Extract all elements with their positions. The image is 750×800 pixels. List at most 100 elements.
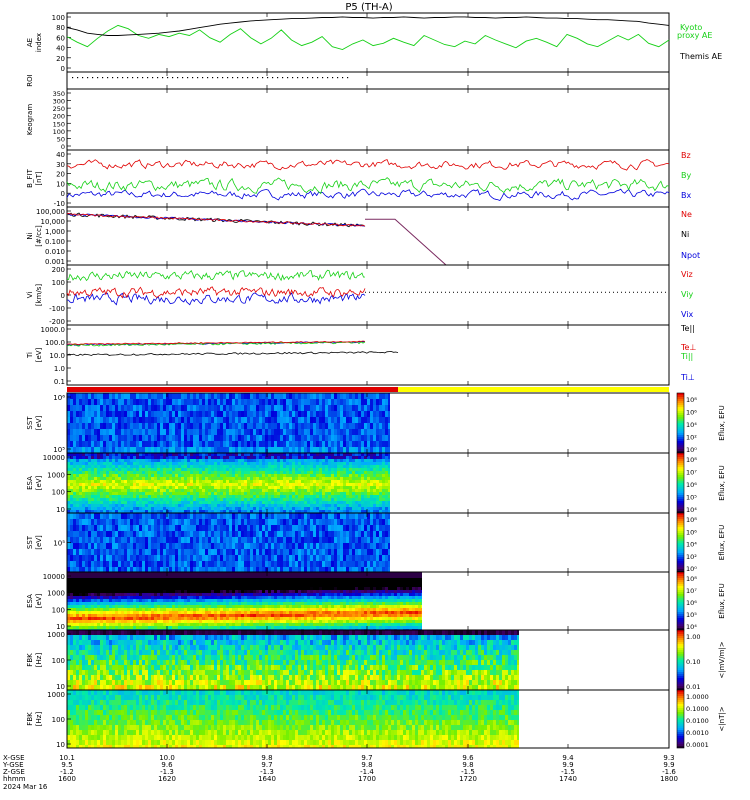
spectrogram-cell — [205, 468, 208, 471]
spectrogram-cell — [232, 513, 235, 519]
colorbar-tick-label: 10⁵ — [686, 494, 697, 502]
spectrogram-cell — [343, 459, 346, 462]
spectrogram-cell — [259, 399, 262, 405]
spectrogram-cell — [352, 531, 355, 537]
spectrogram-cell — [127, 417, 130, 423]
spectrogram-cell — [112, 447, 115, 453]
spectrogram-cell — [286, 483, 289, 486]
spectrogram-cell — [172, 441, 175, 447]
spectrogram-cell — [331, 519, 334, 525]
spectrogram-cell — [385, 474, 388, 477]
spectrogram-cell — [163, 393, 166, 399]
spectrogram-cell — [295, 435, 298, 441]
spectrogram-cell — [154, 543, 157, 549]
spectrogram-cell — [304, 462, 307, 465]
spectrogram-cell — [184, 405, 187, 411]
spectrogram-cell — [295, 459, 298, 462]
spectrogram-cell — [211, 543, 214, 549]
spectrogram-cell — [214, 480, 217, 483]
spectrogram-cell — [250, 504, 253, 507]
spectrogram-cell — [355, 465, 358, 468]
spectrogram-cell — [382, 489, 385, 492]
spectrogram-cell — [262, 531, 265, 537]
spectrogram-cell — [211, 501, 214, 504]
spectrogram-cell — [283, 399, 286, 405]
spectrogram-cell — [175, 474, 178, 477]
spectrogram-cell — [214, 411, 217, 417]
spectrogram-cell — [280, 480, 283, 483]
spectrogram-cell — [202, 489, 205, 492]
spectrogram-cell — [331, 405, 334, 411]
spectrogram-cell — [226, 510, 229, 513]
roi-dot — [127, 77, 129, 79]
spectrogram-cell — [286, 531, 289, 537]
colorbar-cell — [677, 497, 684, 499]
spectrogram-cell — [313, 411, 316, 417]
spectrogram-cell — [289, 393, 292, 399]
colorbar-tick-label: 10⁸ — [686, 516, 697, 524]
spectrogram-cell — [370, 486, 373, 489]
spectrogram-cell — [295, 483, 298, 486]
roi-dot — [172, 77, 174, 79]
spectrogram-cell — [70, 608, 73, 611]
spectrogram-cell — [187, 477, 190, 480]
spectrogram-cell — [103, 393, 106, 399]
spectrogram-cell — [346, 435, 349, 441]
spectrogram-cell — [313, 492, 316, 495]
spectrogram-cell — [280, 495, 283, 498]
spectrogram-cell — [139, 399, 142, 405]
spectrogram-cell — [136, 483, 139, 486]
spectrogram-cell — [112, 465, 115, 468]
spectrogram-cell — [154, 495, 157, 498]
spectrogram-cell — [76, 462, 79, 465]
spectrogram-cell — [256, 465, 259, 468]
spectrogram-cell — [190, 411, 193, 417]
spectrogram-cell — [223, 465, 226, 468]
spectrogram-cell — [319, 543, 322, 549]
spectrogram-cell — [172, 453, 175, 456]
series-line-te-par — [66, 351, 399, 357]
spectrogram-cell — [142, 441, 145, 447]
spectrogram-cell — [175, 453, 178, 456]
y-axis-label: [eV] — [35, 475, 43, 490]
colorbar-cell — [677, 479, 684, 481]
spectrogram-cell — [169, 561, 172, 567]
spectrogram-cell — [247, 489, 250, 492]
spectrogram-cell — [106, 435, 109, 441]
spectrogram-cell — [325, 507, 328, 510]
spectrogram-cell — [139, 480, 142, 483]
spectrogram-cell — [241, 462, 244, 465]
spectrogram-cell — [226, 459, 229, 462]
spectrogram-cell — [139, 471, 142, 474]
spectrogram-cell — [193, 393, 196, 399]
spectrogram-cell — [112, 549, 115, 555]
spectrogram-cell — [172, 519, 175, 525]
spectrogram-cell — [310, 513, 313, 519]
colorbar-cell — [677, 433, 684, 435]
spectrogram-cell — [361, 507, 364, 510]
spectrogram-cell — [349, 489, 352, 492]
spectrogram-cell — [250, 477, 253, 480]
spectrogram-cell — [136, 543, 139, 549]
spectrogram-cell — [304, 441, 307, 447]
spectrogram-cell — [223, 483, 226, 486]
spectrogram-cell — [109, 561, 112, 567]
spectrogram-cell — [175, 462, 178, 465]
spectrogram-cell — [301, 531, 304, 537]
spectrogram-cell — [94, 555, 97, 561]
spectrogram-cell — [295, 480, 298, 483]
spectrogram-cell — [193, 459, 196, 462]
spectrogram-cell — [97, 513, 100, 519]
spectrogram-cell — [118, 519, 121, 525]
spectrogram-cell — [307, 447, 310, 453]
spectrogram-cell — [370, 477, 373, 480]
spectrogram-cell — [262, 525, 265, 531]
spectrogram-cell — [97, 429, 100, 435]
spectrogram-cell — [190, 465, 193, 468]
spectrogram-cell — [160, 507, 163, 510]
spectrogram-cell — [184, 465, 187, 468]
spectrogram-cell — [100, 465, 103, 468]
spectrogram-cell — [382, 543, 385, 549]
spectrogram-cell — [232, 465, 235, 468]
spectrogram-cell — [130, 477, 133, 480]
